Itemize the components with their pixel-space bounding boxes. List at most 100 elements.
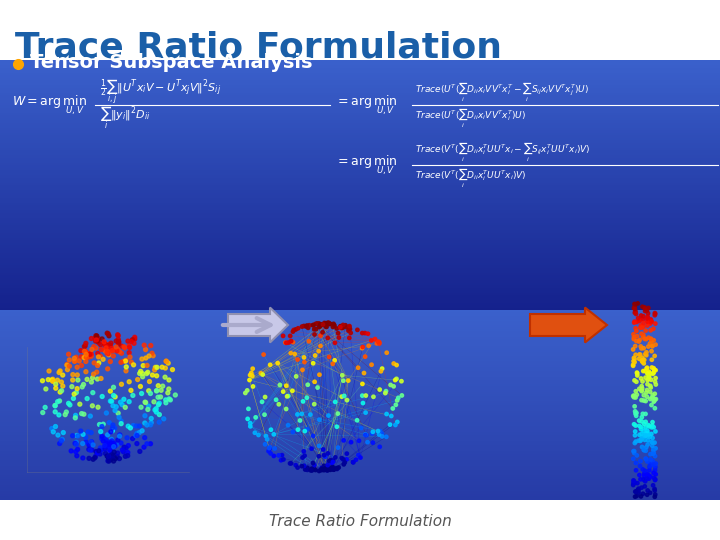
Point bbox=[114, 347, 125, 356]
Point bbox=[108, 383, 120, 391]
Point bbox=[628, 304, 639, 313]
Point bbox=[86, 437, 97, 446]
Point bbox=[157, 382, 168, 390]
Polygon shape bbox=[0, 357, 720, 360]
Point bbox=[63, 355, 75, 364]
Point bbox=[90, 337, 102, 346]
Point bbox=[343, 334, 355, 342]
Polygon shape bbox=[0, 415, 720, 416]
Point bbox=[103, 332, 114, 340]
Point bbox=[268, 430, 279, 438]
Point bbox=[644, 474, 655, 483]
Point bbox=[93, 339, 104, 347]
Point bbox=[359, 430, 371, 439]
Point bbox=[84, 446, 96, 455]
Point bbox=[67, 431, 78, 440]
Point bbox=[155, 393, 166, 401]
Point bbox=[135, 403, 147, 411]
Point bbox=[138, 341, 150, 349]
Point bbox=[338, 455, 349, 464]
Polygon shape bbox=[0, 187, 720, 190]
Point bbox=[649, 377, 661, 386]
Point bbox=[309, 377, 320, 386]
Point bbox=[242, 415, 253, 423]
Point bbox=[84, 412, 96, 421]
Point bbox=[641, 443, 652, 451]
Polygon shape bbox=[0, 329, 720, 331]
Point bbox=[362, 329, 374, 338]
Point bbox=[352, 363, 364, 372]
Point bbox=[363, 341, 374, 350]
Point bbox=[87, 388, 99, 397]
Point bbox=[99, 445, 111, 454]
Point bbox=[96, 435, 107, 443]
Point bbox=[633, 487, 644, 495]
Point bbox=[649, 352, 660, 360]
Point bbox=[320, 465, 332, 474]
Polygon shape bbox=[0, 255, 720, 258]
Point bbox=[292, 463, 303, 472]
Point bbox=[635, 457, 647, 465]
Point bbox=[160, 364, 171, 373]
Point bbox=[104, 397, 116, 406]
Polygon shape bbox=[0, 165, 720, 167]
Polygon shape bbox=[0, 475, 720, 477]
Point bbox=[644, 433, 656, 441]
Point bbox=[153, 418, 165, 427]
Point bbox=[629, 303, 641, 312]
Point bbox=[310, 465, 321, 474]
Polygon shape bbox=[0, 310, 720, 312]
Polygon shape bbox=[0, 210, 720, 213]
Polygon shape bbox=[0, 397, 720, 399]
Polygon shape bbox=[0, 275, 720, 278]
Polygon shape bbox=[0, 230, 720, 233]
Point bbox=[93, 447, 104, 455]
Point bbox=[631, 332, 643, 341]
Point bbox=[57, 382, 68, 390]
Polygon shape bbox=[0, 213, 720, 215]
Point bbox=[130, 422, 142, 430]
Point bbox=[327, 462, 338, 471]
Point bbox=[61, 361, 73, 369]
Point bbox=[638, 391, 649, 400]
Point bbox=[372, 427, 384, 435]
Polygon shape bbox=[0, 431, 720, 434]
Point bbox=[635, 311, 647, 320]
Point bbox=[353, 451, 364, 460]
Point bbox=[639, 446, 650, 455]
Point bbox=[120, 367, 132, 375]
Polygon shape bbox=[0, 373, 720, 375]
Point bbox=[249, 428, 261, 437]
Point bbox=[108, 442, 120, 451]
Polygon shape bbox=[0, 267, 720, 270]
Polygon shape bbox=[0, 270, 720, 273]
Point bbox=[330, 397, 341, 406]
Point bbox=[47, 375, 58, 383]
Point bbox=[302, 425, 313, 434]
Point bbox=[309, 330, 320, 339]
Point bbox=[639, 469, 650, 478]
Point bbox=[647, 418, 658, 427]
Point bbox=[385, 411, 397, 420]
Point bbox=[628, 393, 639, 402]
Point bbox=[145, 341, 156, 350]
Point bbox=[161, 357, 172, 366]
Point bbox=[83, 353, 94, 361]
Point bbox=[71, 388, 82, 397]
Polygon shape bbox=[0, 180, 720, 183]
Point bbox=[273, 400, 284, 409]
Point bbox=[109, 424, 120, 433]
Point bbox=[332, 409, 343, 418]
Point bbox=[642, 369, 654, 378]
Point bbox=[134, 422, 145, 430]
Point bbox=[50, 422, 61, 431]
Point bbox=[629, 427, 641, 436]
Point bbox=[304, 321, 315, 329]
Polygon shape bbox=[0, 178, 720, 180]
Point bbox=[627, 361, 639, 370]
Point bbox=[644, 472, 656, 481]
Point bbox=[120, 357, 131, 366]
Point bbox=[107, 421, 119, 429]
Point bbox=[647, 341, 658, 350]
Point bbox=[640, 326, 652, 335]
